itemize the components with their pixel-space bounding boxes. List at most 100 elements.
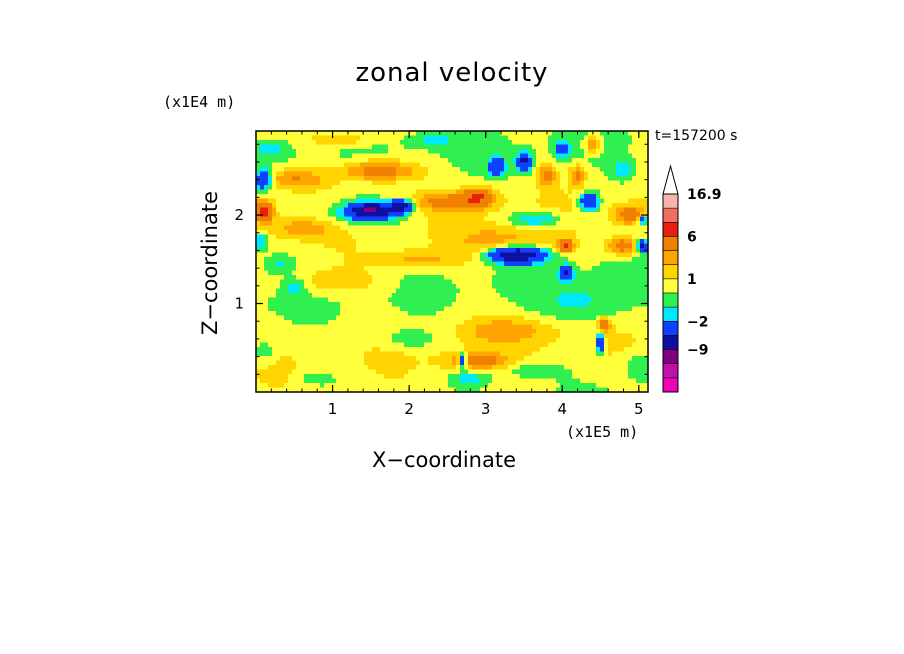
- field-cell: [580, 252, 585, 258]
- field-cell: [592, 225, 597, 231]
- field-cell: [408, 153, 413, 159]
- field-cell: [288, 239, 293, 244]
- field-cell: [280, 293, 285, 298]
- field-cell: [448, 293, 453, 298]
- field-cell: [528, 270, 533, 276]
- field-cell: [456, 167, 461, 172]
- field-cell: [416, 239, 421, 244]
- field-cell: [496, 306, 501, 312]
- field-cell: [456, 356, 461, 361]
- field-cell: [396, 261, 401, 267]
- field-cell: [452, 324, 457, 330]
- field-cell: [428, 266, 433, 271]
- field-cell: [312, 149, 317, 154]
- field-cell: [304, 270, 309, 276]
- field-cell: [296, 167, 301, 172]
- field-cell: [280, 149, 285, 154]
- field-cell: [360, 302, 365, 307]
- field-cell: [572, 185, 577, 190]
- field-cell: [424, 288, 429, 294]
- field-cell: [440, 203, 445, 208]
- field-cell: [404, 153, 409, 159]
- field-cell: [328, 288, 333, 294]
- field-cell: [620, 185, 625, 190]
- field-cell: [388, 243, 393, 249]
- field-cell: [280, 185, 285, 190]
- field-cell: [632, 216, 637, 222]
- field-cell: [472, 176, 477, 181]
- field-cell: [620, 234, 625, 240]
- field-cell: [268, 248, 273, 253]
- field-cell: [604, 230, 609, 235]
- field-cell: [496, 135, 501, 141]
- field-cell: [336, 140, 341, 145]
- field-cell: [300, 234, 305, 240]
- field-cell: [568, 234, 573, 240]
- field-cell: [384, 239, 389, 244]
- field-cell: [444, 311, 449, 316]
- field-cell: [384, 207, 389, 213]
- field-cell: [372, 275, 377, 280]
- field-cell: [544, 351, 549, 357]
- field-cell: [260, 153, 265, 159]
- field-cell: [552, 284, 557, 289]
- field-cell: [368, 252, 373, 258]
- field-cell: [284, 293, 289, 298]
- field-cell: [524, 288, 529, 294]
- field-cell: [392, 347, 397, 352]
- field-cell: [500, 351, 505, 357]
- field-cell: [616, 140, 621, 145]
- field-cell: [572, 221, 577, 226]
- field-cell: [364, 234, 369, 240]
- field-cell: [504, 171, 509, 177]
- field-cell: [484, 288, 489, 294]
- field-cell: [584, 221, 589, 226]
- field-cell: [472, 221, 477, 226]
- field-cell: [356, 189, 361, 195]
- field-cell: [276, 315, 281, 321]
- field-cell: [320, 234, 325, 240]
- field-cell: [404, 180, 409, 186]
- field-cell: [500, 243, 505, 249]
- field-cell: [580, 216, 585, 222]
- field-cell: [392, 270, 397, 276]
- field-cell: [496, 275, 501, 280]
- field-cell: [324, 270, 329, 276]
- field-cell: [544, 252, 549, 258]
- field-cell: [292, 171, 297, 177]
- field-cell: [480, 162, 485, 168]
- field-cell: [592, 162, 597, 168]
- field-cell: [504, 176, 509, 181]
- field-cell: [320, 338, 325, 343]
- field-cell: [496, 149, 501, 154]
- field-cell: [496, 194, 501, 199]
- field-cell: [300, 153, 305, 159]
- field-cell: [440, 315, 445, 321]
- field-cell: [308, 293, 313, 298]
- field-cell: [284, 149, 289, 154]
- field-cell: [456, 293, 461, 298]
- field-cell: [548, 234, 553, 240]
- field-cell: [276, 293, 281, 298]
- field-cell: [400, 207, 405, 213]
- field-cell: [428, 275, 433, 280]
- field-cell: [268, 185, 273, 190]
- field-cell: [440, 144, 445, 150]
- field-cell: [480, 275, 485, 280]
- field-cell: [476, 324, 481, 330]
- field-cell: [640, 320, 645, 325]
- field-cell: [440, 216, 445, 222]
- field-cell: [492, 266, 497, 271]
- field-cell: [324, 135, 329, 141]
- field-cell: [484, 351, 489, 357]
- field-cell: [340, 288, 345, 294]
- field-cell: [280, 342, 285, 348]
- field-cell: [516, 261, 521, 267]
- field-cell: [264, 302, 269, 307]
- field-cell: [304, 257, 309, 262]
- field-cell: [396, 333, 401, 339]
- field-cell: [272, 315, 277, 321]
- field-cell: [380, 248, 385, 253]
- field-cell: [592, 356, 597, 361]
